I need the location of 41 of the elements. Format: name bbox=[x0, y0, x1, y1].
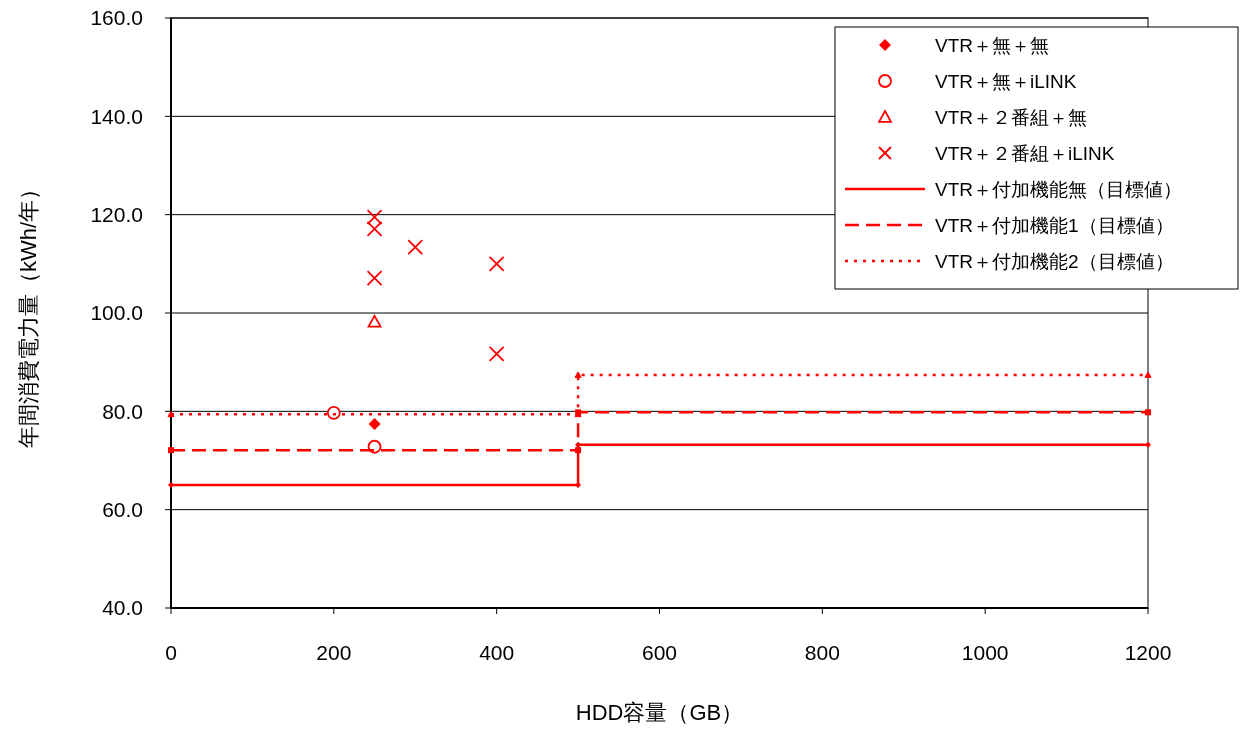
legend-label: VTR＋付加機能1（目標値） bbox=[935, 214, 1174, 236]
point bbox=[367, 314, 382, 328]
y-axis-title: 年間消費電力量（kWh/年） bbox=[16, 177, 41, 449]
y-tick-label: 80.0 bbox=[102, 399, 143, 423]
legend-label: VTR＋付加機能2（目標値） bbox=[935, 250, 1174, 272]
point bbox=[1145, 409, 1151, 416]
x-tick-label: 0 bbox=[165, 641, 177, 664]
point bbox=[488, 255, 505, 272]
point bbox=[407, 239, 424, 256]
y-tick-label: 120.0 bbox=[90, 203, 143, 227]
x-tick-label: 600 bbox=[641, 641, 678, 664]
point bbox=[1144, 371, 1152, 378]
x-tick-label: 400 bbox=[479, 641, 515, 664]
legend-label: VTR＋２番組＋iLINK bbox=[935, 142, 1115, 164]
legend-label: VTR＋２番組＋無 bbox=[935, 106, 1087, 128]
point bbox=[168, 447, 174, 454]
point bbox=[366, 221, 383, 237]
y-tick-label: 140.0 bbox=[90, 104, 143, 128]
x-tick-label: 800 bbox=[804, 641, 840, 664]
point bbox=[575, 447, 582, 454]
point bbox=[575, 482, 582, 489]
x-tick-label: 1200 bbox=[1124, 641, 1172, 664]
point bbox=[367, 439, 382, 454]
point bbox=[366, 270, 383, 286]
y-tick-label: 40.0 bbox=[102, 596, 143, 620]
point bbox=[368, 418, 381, 431]
y-tick-label: 100.0 bbox=[90, 301, 143, 325]
legend-label: VTR＋付加機能無（目標値） bbox=[935, 178, 1182, 200]
point bbox=[574, 371, 582, 378]
point bbox=[366, 209, 383, 226]
y-tick-label: 60.0 bbox=[102, 498, 143, 522]
point bbox=[1145, 441, 1151, 448]
y-tick-label: 160.0 bbox=[90, 6, 143, 30]
point bbox=[488, 345, 505, 362]
x-axis-title: HDD容量（GB） bbox=[575, 700, 744, 725]
point bbox=[168, 482, 174, 489]
legend-label: VTR＋無＋無 bbox=[935, 34, 1049, 56]
x-tick-label: 1000 bbox=[961, 641, 1009, 664]
point bbox=[326, 405, 341, 420]
legend-label: VTR＋無＋iLINK bbox=[935, 70, 1077, 92]
x-tick-label: 200 bbox=[316, 641, 352, 664]
